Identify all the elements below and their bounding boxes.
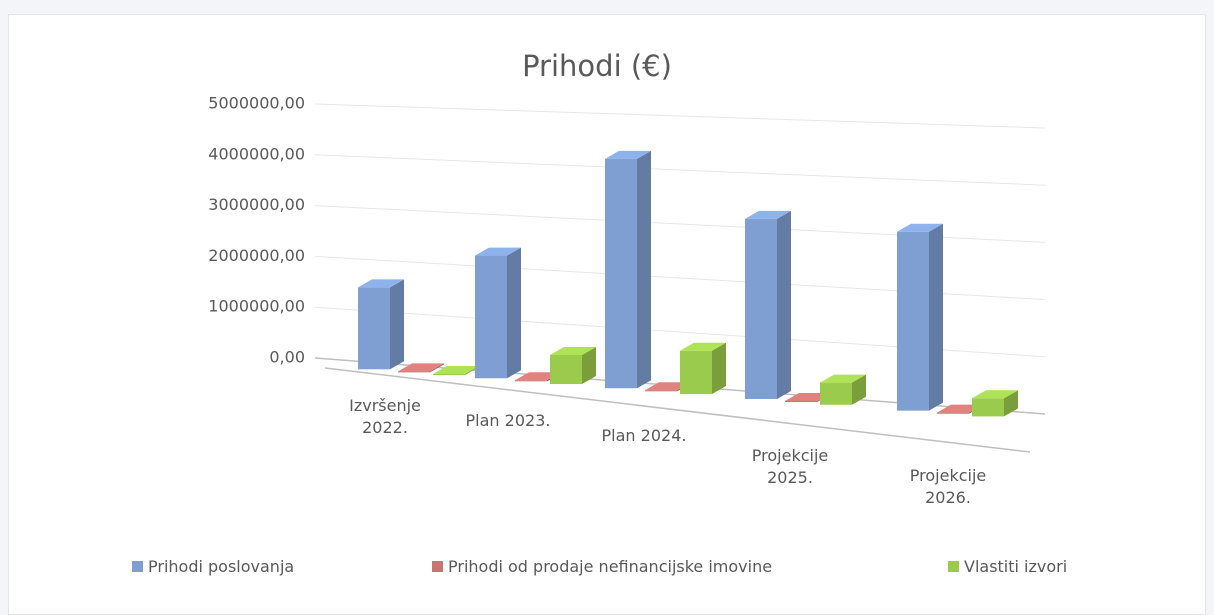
legend-item: Vlastiti izvori — [948, 557, 1067, 576]
bar-front — [785, 400, 817, 403]
bar-front — [605, 158, 637, 389]
bar-top — [820, 374, 866, 383]
bar — [897, 223, 943, 411]
bar — [605, 150, 651, 389]
bar-side — [777, 210, 791, 399]
bar-top — [358, 279, 404, 288]
bar-top — [398, 363, 444, 372]
bar-front — [745, 218, 777, 399]
bar-top — [937, 404, 983, 413]
bar — [550, 346, 596, 385]
bar-side — [582, 346, 596, 385]
bar — [475, 247, 521, 379]
bar-front — [645, 390, 677, 392]
bar-front — [358, 287, 390, 370]
bar-front — [515, 380, 547, 382]
legend-label: Prihodi od prodaje nefinancijske imovine — [448, 557, 773, 576]
bar-front — [550, 354, 582, 385]
x-tick-label: Plan 2024. — [601, 426, 687, 445]
bar-top — [475, 247, 521, 256]
bar — [358, 279, 404, 370]
x-tick-label: Plan 2023. — [465, 411, 551, 430]
bar-side — [637, 150, 651, 389]
y-tick-label: 4000000,00 — [208, 144, 305, 163]
bar-top — [680, 342, 726, 351]
bar-front — [820, 382, 852, 405]
bar-side — [929, 223, 943, 411]
floor-edge — [324, 367, 1031, 453]
bar — [972, 390, 1018, 417]
bar-top — [605, 150, 651, 159]
bar — [820, 374, 866, 405]
y-tick-label: 0,00 — [269, 348, 305, 367]
bar-top — [515, 372, 561, 381]
y-tick-label: 3000000,00 — [208, 195, 305, 214]
x-tick-label: Projekcije 2026. — [909, 466, 987, 507]
y-tick-label: 2000000,00 — [208, 246, 305, 265]
bar-front — [475, 255, 507, 379]
legend-label: Vlastiti izvori — [964, 557, 1068, 576]
legend-swatch — [948, 561, 959, 572]
y-tick-label: 5000000,00 — [208, 94, 305, 113]
bar-top — [785, 392, 831, 401]
legend-swatch — [432, 561, 443, 572]
bar-top — [433, 366, 479, 375]
bar-top — [645, 382, 691, 391]
x-tick-label: Izvršenje 2022. — [349, 396, 421, 437]
bar-front — [680, 350, 712, 394]
y-tick-label: 1000000,00 — [208, 297, 305, 316]
legend-label: Prihodi poslovanja — [148, 557, 295, 576]
bar-front — [897, 231, 929, 411]
legend-item: Prihodi od prodaje nefinancijske imovine — [432, 557, 772, 576]
chart-title: Prihodi (€) — [522, 49, 672, 83]
grid-line — [314, 154, 1046, 186]
bar-top — [972, 390, 1018, 399]
bar-front — [398, 371, 430, 373]
legend-item: Prihodi poslovanja — [132, 557, 294, 576]
bar-side — [507, 247, 521, 379]
bar-side — [1004, 390, 1018, 417]
bar-side — [430, 363, 444, 373]
bar-top — [897, 223, 943, 232]
bar-front — [433, 374, 465, 376]
bar-top — [550, 346, 596, 355]
bar-side — [712, 342, 726, 394]
bar-side — [390, 279, 404, 370]
bar — [398, 363, 444, 373]
legend-swatch — [132, 561, 143, 572]
bar — [745, 210, 791, 399]
bar-side — [852, 374, 866, 405]
bar — [680, 342, 726, 394]
bar-front — [972, 398, 1004, 417]
grid-line — [314, 103, 1046, 129]
bar-front — [937, 412, 969, 414]
x-tick-label: Projekcije 2025. — [751, 446, 829, 487]
bar-top — [745, 210, 791, 219]
